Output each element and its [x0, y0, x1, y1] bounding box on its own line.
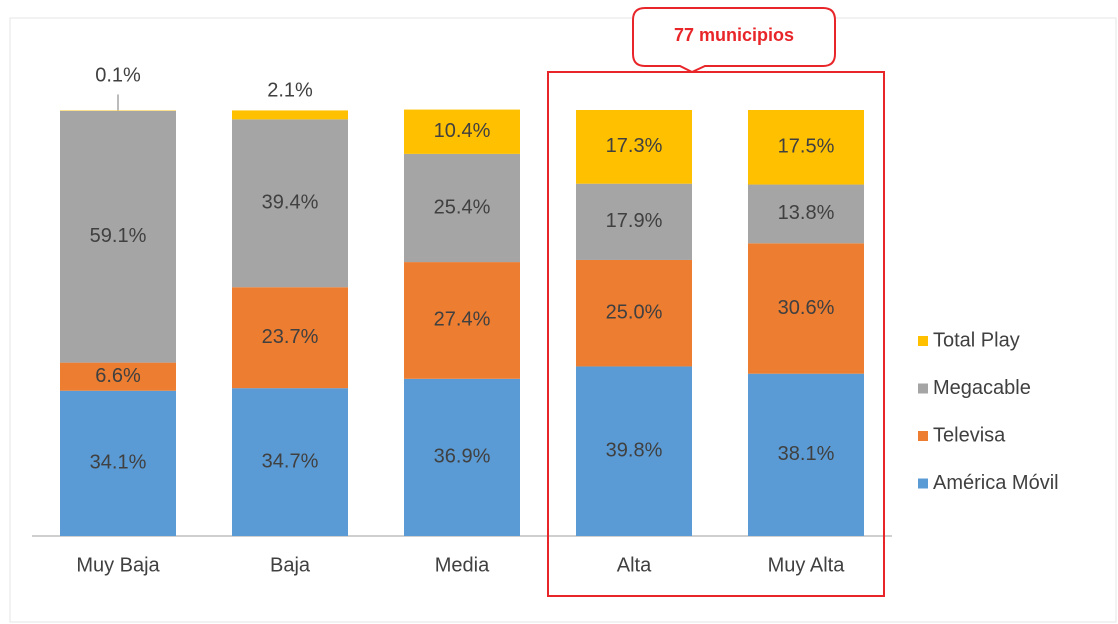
bar-segment	[404, 109, 520, 154]
data-label: 25.4%	[434, 196, 491, 218]
bar-segment	[232, 287, 348, 389]
bar-segment	[748, 184, 864, 244]
bar-segment	[748, 110, 864, 185]
chart-frame	[9, 17, 1117, 623]
bar-segment	[748, 373, 864, 536]
callout-bubble	[632, 7, 836, 74]
data-label: 36.9%	[434, 446, 491, 468]
data-label: 34.7%	[262, 450, 319, 472]
legend-label: América Móvil	[933, 472, 1059, 494]
data-label: 39.8%	[606, 440, 663, 462]
x-tick-label: Media	[435, 554, 490, 576]
data-label: 27.4%	[434, 309, 491, 331]
data-label: 38.1%	[778, 443, 835, 465]
data-label: 59.1%	[90, 225, 147, 247]
data-label: 25.0%	[606, 301, 663, 323]
bar-segment	[232, 388, 348, 536]
legend-swatch	[918, 431, 928, 441]
highlight-box	[547, 71, 885, 597]
data-label: 17.5%	[778, 136, 835, 158]
legend-label: Televisa	[933, 424, 1006, 446]
bar-segment	[576, 259, 692, 367]
x-tick-label: Baja	[270, 554, 311, 576]
data-label: 0.1%	[95, 65, 141, 87]
annotation-text: 77 municipios	[674, 25, 794, 45]
bar-segment	[232, 110, 348, 120]
x-tick-label: Alta	[617, 554, 652, 576]
bar-segment	[60, 110, 176, 363]
bar-segment	[232, 119, 348, 288]
bar-segment	[576, 366, 692, 536]
legend-swatch	[918, 478, 928, 489]
bar-segment	[748, 243, 864, 374]
bar-segment	[404, 378, 520, 536]
x-tick-label: Muy Baja	[76, 554, 160, 576]
bar-segment	[404, 262, 520, 379]
bar-segment	[404, 153, 520, 263]
bar-segment	[576, 110, 692, 184]
legend-label: Megacable	[933, 377, 1031, 399]
legend-swatch	[918, 383, 928, 394]
data-label: 30.6%	[778, 297, 835, 319]
data-label: 17.3%	[606, 135, 663, 157]
legend-label: Total Play	[933, 329, 1020, 351]
data-label: 10.4%	[434, 120, 491, 142]
bar-segment	[60, 362, 176, 391]
data-label: 6.6%	[95, 365, 141, 387]
data-label: 23.7%	[262, 326, 319, 348]
data-label: 17.9%	[606, 210, 663, 232]
legend-swatch	[918, 336, 928, 346]
bar-segment	[576, 183, 692, 260]
x-tick-label: Muy Alta	[768, 554, 846, 576]
data-label: 2.1%	[267, 80, 313, 102]
data-label: 13.8%	[778, 202, 835, 224]
data-label: 39.4%	[262, 192, 319, 214]
data-label: 34.1%	[90, 452, 147, 474]
bar-segment	[60, 390, 176, 536]
